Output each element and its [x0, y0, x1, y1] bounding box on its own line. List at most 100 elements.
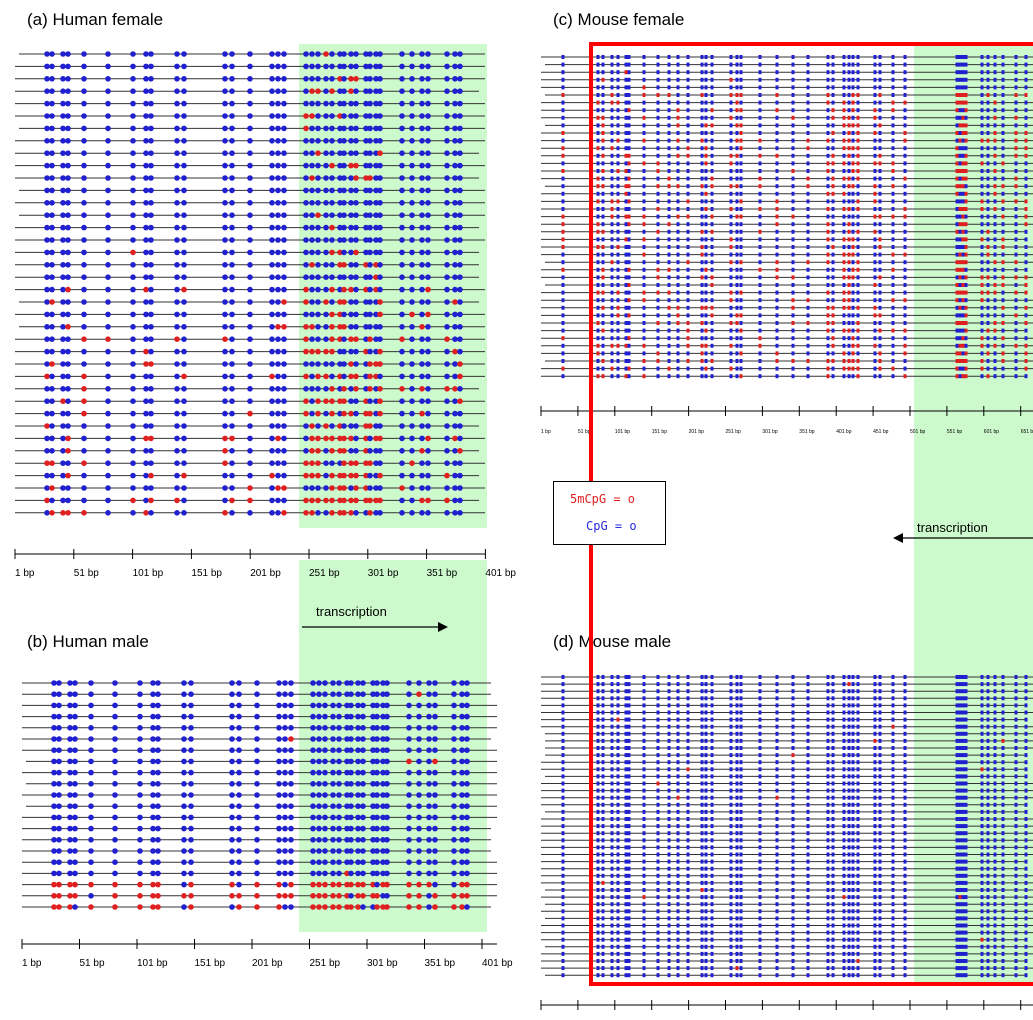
cpg-site — [903, 760, 907, 765]
cpg-site — [610, 313, 614, 318]
cpg-site — [377, 175, 383, 181]
cpg-site — [903, 696, 907, 701]
cpg-site — [150, 859, 156, 865]
cpg-site — [330, 859, 336, 865]
cpg-site — [993, 746, 997, 750]
cpg-site — [337, 113, 343, 119]
cpg-site — [419, 76, 425, 82]
cpg-site — [656, 731, 660, 736]
cpg-site — [791, 328, 795, 333]
cpg-site — [961, 62, 965, 67]
cpg-site — [710, 214, 714, 219]
cpg-site — [303, 286, 309, 293]
cpg-site — [729, 260, 733, 265]
cpg-site — [873, 689, 877, 694]
cpg-site — [561, 161, 565, 166]
cpg-site — [856, 55, 860, 59]
cpg-site — [710, 115, 714, 120]
cpg-site — [464, 881, 470, 888]
cpg-site — [310, 702, 316, 709]
cpg-site — [148, 224, 154, 231]
cpg-site — [616, 62, 620, 67]
cpg-site — [878, 774, 882, 779]
cpg-site — [229, 162, 235, 169]
cpg-site — [143, 212, 149, 218]
cpg-site — [355, 691, 361, 697]
cpg-site — [806, 93, 810, 97]
cpg-site — [309, 286, 315, 293]
cpg-site — [406, 803, 412, 809]
cpg-site — [704, 70, 708, 75]
cpg-site — [700, 131, 704, 135]
cpg-site — [842, 85, 846, 90]
cpg-site — [309, 212, 315, 218]
cpg-site — [452, 200, 458, 206]
cpg-site — [81, 299, 87, 305]
cpg-site — [419, 200, 425, 206]
cpg-site — [873, 738, 877, 743]
cpg-site — [842, 161, 846, 166]
cpg-site — [842, 696, 846, 701]
tick-label: 101 bp — [615, 429, 631, 435]
cpg-site — [642, 781, 646, 786]
cpg-site — [236, 781, 242, 787]
cpg-site — [851, 767, 855, 772]
cpg-site — [624, 717, 628, 722]
cpg-site — [363, 510, 369, 516]
cpg-site — [842, 176, 846, 181]
cpg-site — [686, 774, 690, 779]
cpg-site — [341, 88, 347, 94]
cpg-site — [457, 88, 463, 94]
cpg-site — [377, 138, 383, 144]
cpg-site — [425, 448, 431, 454]
cpg-site — [367, 435, 373, 442]
cpg-site — [642, 131, 646, 135]
cpg-site — [842, 260, 846, 265]
cpg-site — [624, 62, 628, 67]
cpg-site — [955, 336, 959, 341]
cpg-site — [148, 336, 154, 343]
cpg-site — [775, 55, 779, 59]
cpg-site — [229, 373, 235, 380]
cpg-site — [1014, 746, 1018, 750]
cpg-site — [1024, 682, 1028, 687]
cpg-site — [561, 738, 565, 743]
cpg-site — [624, 123, 628, 128]
cpg-site — [399, 324, 405, 330]
cpg-site — [236, 893, 242, 899]
cpg-site — [739, 795, 743, 800]
cpg-site — [56, 691, 62, 697]
cpg-site — [735, 724, 739, 729]
cpg-site — [851, 760, 855, 765]
cpg-site — [964, 176, 968, 181]
cpg-site — [610, 245, 614, 249]
cpg-site — [729, 731, 733, 736]
cpg-site — [735, 682, 739, 687]
cpg-site — [775, 191, 779, 196]
cpg-site — [806, 222, 810, 227]
cpg-site — [425, 286, 431, 293]
cpg-site — [329, 311, 335, 318]
cpg-site — [322, 736, 328, 742]
cpg-site — [281, 212, 287, 218]
cpg-site — [67, 859, 73, 865]
cpg-site — [60, 224, 66, 231]
cpg-site — [399, 138, 405, 144]
cpg-site — [610, 351, 614, 356]
cpg-site — [710, 290, 714, 295]
cpg-site — [236, 814, 242, 821]
cpg-site — [174, 311, 180, 318]
cpg-site — [964, 290, 968, 295]
cpg-site — [710, 252, 714, 257]
cpg-site — [72, 725, 78, 731]
cpg-site — [667, 123, 671, 128]
cpg-site — [710, 682, 714, 687]
cpg-site — [642, 795, 646, 800]
cpg-site — [49, 150, 55, 156]
cpg-site — [275, 373, 281, 380]
cpg-site — [330, 713, 336, 720]
cpg-site — [710, 138, 714, 143]
cpg-site — [739, 100, 743, 105]
cpg-site — [130, 262, 136, 268]
cpg-site — [964, 161, 968, 166]
